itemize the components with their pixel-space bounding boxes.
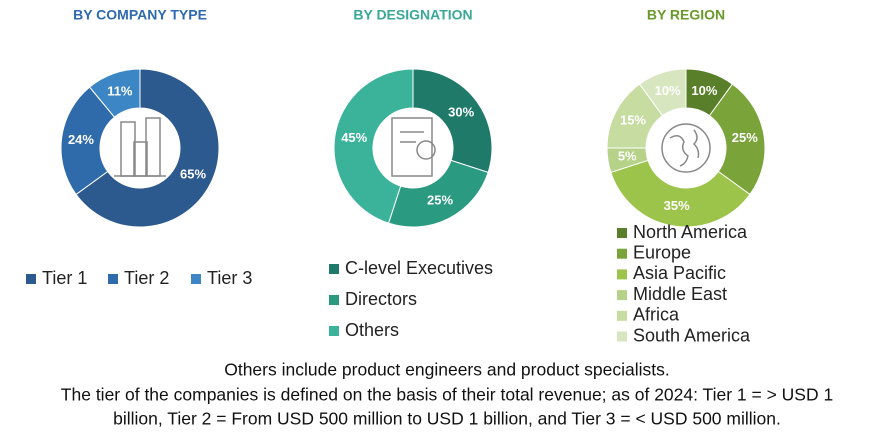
- legend-label: Tier 2: [124, 268, 169, 288]
- footnote: billion, Tier 2 = From USD 500 million t…: [113, 409, 781, 429]
- legend-label: Asia Pacific: [633, 263, 726, 283]
- legend-label: Directors: [345, 289, 417, 309]
- data-label: 10%: [655, 83, 681, 98]
- donut-slice: [60, 86, 116, 196]
- footnotes: Others include product engineers and pro…: [61, 360, 833, 429]
- legend-swatch: [617, 269, 627, 280]
- data-label: 65%: [180, 166, 206, 181]
- footnote: The tier of the companies is defined on …: [61, 385, 833, 405]
- data-label: 11%: [107, 83, 133, 98]
- data-label: 5%: [618, 149, 637, 164]
- legend-swatch: [617, 248, 627, 259]
- legend-swatch: [617, 228, 627, 238]
- chart-title: BY REGION: [647, 7, 725, 23]
- donut-slice: [610, 159, 751, 228]
- legend-swatch: [329, 264, 339, 274]
- donut-slice: [387, 159, 489, 228]
- globe-icon: [661, 123, 711, 173]
- legend-label: Tier 1: [42, 268, 87, 288]
- legend-label: North America: [633, 222, 748, 242]
- legend-swatch: [329, 295, 339, 305]
- data-label: 15%: [620, 112, 646, 127]
- donut-slice: [75, 68, 220, 228]
- legend-label: Middle East: [633, 284, 727, 304]
- data-label: 24%: [68, 132, 94, 147]
- donut-slice: [638, 68, 687, 117]
- legend-label: South America: [633, 325, 751, 345]
- data-label: 35%: [664, 198, 690, 213]
- building-icon: [114, 117, 166, 177]
- legend-label: C-level Executives: [345, 258, 493, 278]
- legend-label: Europe: [633, 242, 691, 262]
- footnote: Others include product engineers and pro…: [224, 360, 670, 380]
- legend-label: Africa: [633, 305, 680, 325]
- legend-swatch: [617, 290, 627, 301]
- data-label: 25%: [732, 130, 758, 145]
- legend-swatch: [329, 326, 339, 336]
- legend-swatch: [617, 331, 627, 342]
- data-label: 30%: [448, 104, 474, 119]
- donut-slice: [412, 68, 493, 174]
- legend-swatch: [191, 274, 201, 284]
- chart-title: BY DESIGNATION: [353, 7, 472, 23]
- data-label: 10%: [691, 83, 717, 98]
- data-label: 45%: [341, 130, 367, 145]
- donut-slice: [88, 68, 141, 118]
- donut-slice: [708, 83, 766, 196]
- donut-slice: [333, 68, 414, 224]
- data-label: 25%: [427, 192, 453, 207]
- certificate-icon: [391, 117, 436, 177]
- legend-label: Tier 3: [207, 268, 252, 288]
- legend-swatch: [617, 310, 627, 321]
- legend-label: Others: [345, 320, 399, 340]
- chart-title: BY COMPANY TYPE: [73, 7, 207, 23]
- legend-swatch: [26, 274, 36, 284]
- legend-swatch: [108, 274, 118, 284]
